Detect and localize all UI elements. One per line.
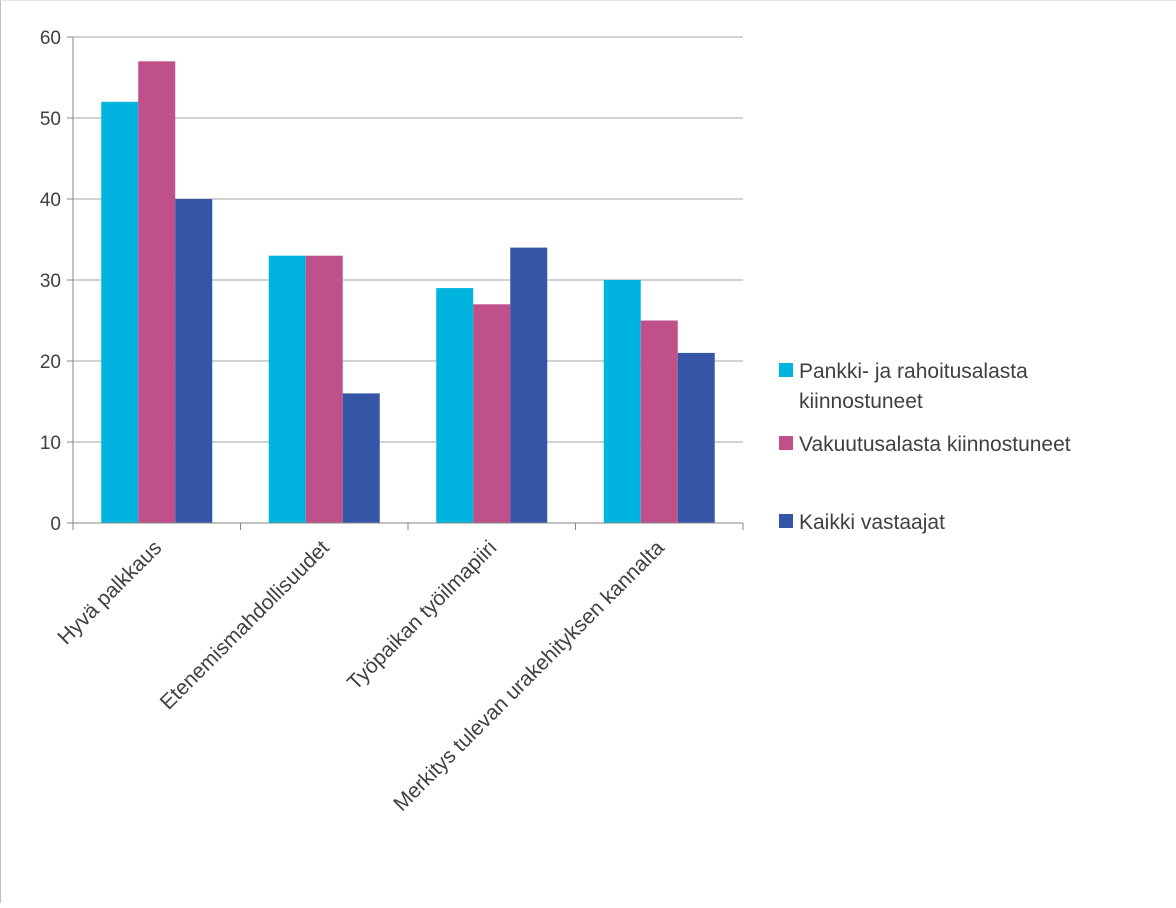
y-tick-label: 0 [50,514,61,535]
legend-swatch [779,436,793,450]
bar [138,61,176,524]
bar [175,199,213,523]
bar [305,255,343,523]
legend-label: kiinnostuneet [799,390,923,413]
x-category-label: Merkitys tulevan urakehityksen kannalta [389,536,669,816]
y-tick-label: 50 [40,109,61,130]
y-tick-label: 10 [40,433,61,454]
bar [473,304,511,523]
y-tick-label: 60 [40,28,61,49]
bar [342,393,380,523]
legend-label: Vakuutusalasta kiinnostuneet [799,433,1071,456]
y-tick-label: 20 [40,352,61,373]
bar [603,280,641,523]
bar [268,255,306,523]
x-category-label: Etenemismahdollisuudet [156,536,334,714]
legend-label: Pankki- ja rahoitusalasta [799,360,1028,383]
bar [436,288,474,523]
legend-swatch [779,363,793,377]
legend-label: Kaikki vastaajat [799,511,945,534]
x-category-label: Työpaikan työilmapiiri [343,536,501,694]
y-tick-label: 40 [40,190,61,211]
legend-swatch [779,514,793,528]
bar [101,101,139,524]
bar [677,352,715,523]
bar [510,247,548,523]
y-tick-label: 30 [40,271,61,292]
x-category-label: Hyvä palkkaus [53,536,166,649]
bar [640,320,678,523]
